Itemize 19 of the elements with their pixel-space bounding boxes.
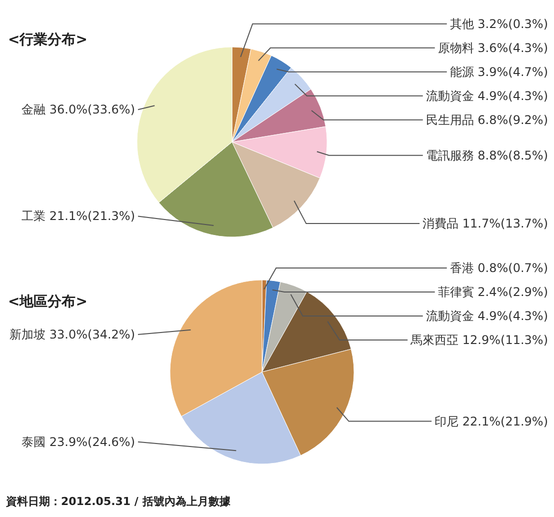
slice-label: 原物料 3.6%(4.3%) bbox=[438, 40, 548, 55]
slice-label: 工業 21.1%(21.3%) bbox=[22, 209, 135, 224]
slice-label: 香港 0.8%(0.7%) bbox=[450, 261, 548, 275]
text: 資料日期：2012.05.31 / 括號內為上月數據 bbox=[5, 495, 232, 508]
slice-label: 流動資金 4.9%(4.3%) bbox=[426, 88, 548, 103]
slice-label: 新加坡 33.0%(34.2%) bbox=[10, 328, 135, 342]
slice-label: 馬來西亞 12.9%(11.3%) bbox=[410, 333, 548, 347]
slice-label: 泰國 23.9%(24.6%) bbox=[22, 434, 135, 449]
slice-label: 流動資金 4.9%(4.3%) bbox=[426, 309, 548, 323]
slice-label: 其他 3.2%(0.3%) bbox=[450, 16, 548, 31]
slice-label: 電訊服務 8.8%(8.5%) bbox=[426, 148, 548, 162]
slice-label: 能源 3.9%(4.7%) bbox=[450, 64, 548, 79]
slice-label: 金融 36.0%(33.6%) bbox=[22, 102, 135, 117]
slice-label: 印尼 22.1%(21.9%) bbox=[434, 414, 548, 428]
slice-label: 民生用品 6.8%(9.2%) bbox=[426, 112, 548, 127]
slice-label: 菲律賓 2.4%(2.9%) bbox=[438, 285, 548, 299]
text: <地區分布> bbox=[8, 294, 88, 310]
slice-label: 消費品 11.7%(13.7%) bbox=[422, 216, 548, 231]
text: <行業分布> bbox=[8, 32, 88, 48]
